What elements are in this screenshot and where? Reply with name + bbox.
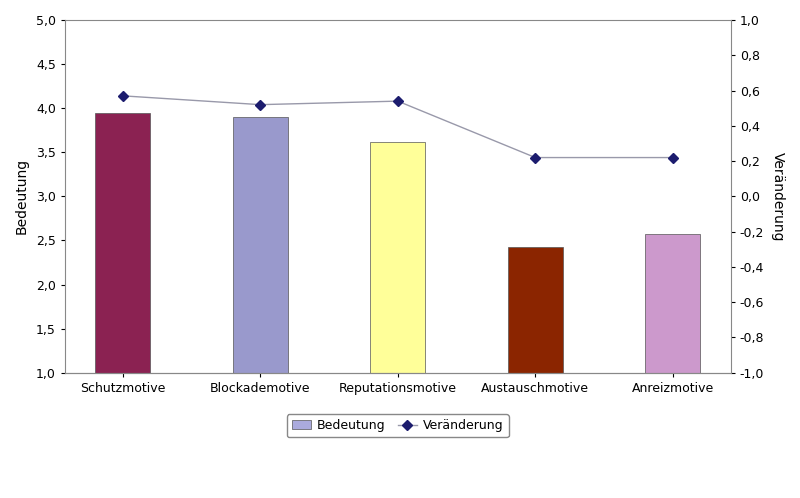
- Bar: [508, 247, 563, 461]
- Legend: Bedeutung, Veränderung: Bedeutung, Veränderung: [287, 414, 509, 437]
- Bar: [233, 117, 288, 461]
- Y-axis label: Veränderung: Veränderung: [771, 151, 785, 241]
- Bar: [95, 113, 150, 461]
- Bar: [646, 234, 700, 461]
- Bar: [370, 142, 426, 461]
- Y-axis label: Bedeutung: Bedeutung: [15, 158, 29, 235]
